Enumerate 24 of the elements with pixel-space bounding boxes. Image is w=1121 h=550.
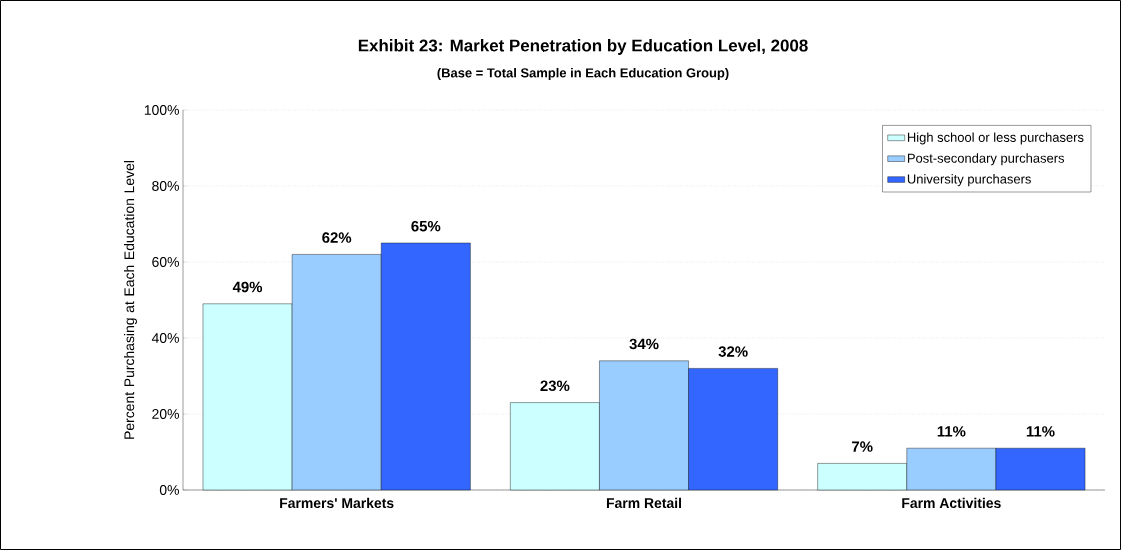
y-tick-label: 0% xyxy=(159,485,179,495)
y-tick-label: 40% xyxy=(151,333,179,343)
data-label: 7% xyxy=(852,441,873,452)
legend-label: High school or less purchasers xyxy=(907,132,1084,145)
x-tick-label: Farmers' Markets xyxy=(280,497,394,509)
legend-label: University purchasers xyxy=(907,174,1031,187)
y-tick-label: 100% xyxy=(144,105,179,115)
data-label: 11% xyxy=(1026,426,1055,437)
data-label: 11% xyxy=(937,426,966,437)
data-label: 65% xyxy=(411,220,441,232)
data-label: 34% xyxy=(629,338,659,350)
chart-title: Exhibit 23: Market Penetration by Education Level, 2008 xyxy=(358,39,808,55)
chart-subtitle: (Base = Total Sample in Each Education Group) xyxy=(437,67,729,81)
data-label: 49% xyxy=(232,281,263,293)
y-tick-label: 60% xyxy=(152,257,179,267)
legend-label: Post-secondary purchasers xyxy=(907,153,1065,166)
data-label: 62% xyxy=(322,232,352,243)
y-tick-label: 80% xyxy=(152,181,179,191)
x-tick-label: Farm Retail xyxy=(606,497,681,509)
x-tick-label: Farm Activities xyxy=(902,497,1001,509)
y-axis-title: Percent Purchasing at Each Education Level xyxy=(123,161,137,439)
data-label: 23% xyxy=(540,380,570,392)
data-label: 32% xyxy=(718,346,748,357)
y-tick-label: 20% xyxy=(152,409,179,419)
